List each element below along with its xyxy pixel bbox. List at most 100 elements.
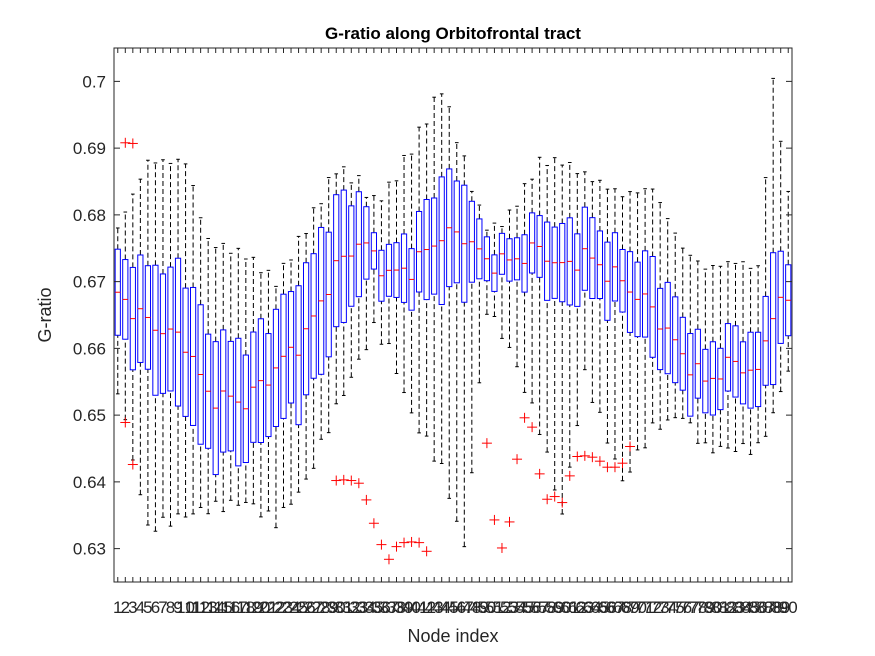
x-tick-label: 84 [734, 598, 753, 617]
box-node-51 [491, 222, 498, 317]
x-tick-label: 4 [136, 598, 145, 617]
box-node-61 [566, 162, 573, 468]
x-tick-label: 60 [553, 598, 572, 617]
y-tick-label: 0.66 [73, 339, 106, 358]
box-node-45 [446, 106, 453, 499]
x-tick-label: 24 [282, 598, 301, 617]
x-tick-label: 41 [410, 598, 429, 617]
box-node-27 [310, 207, 317, 469]
outliers-layer [120, 137, 636, 565]
boxes-layer [114, 77, 792, 548]
box-node-68 [619, 196, 626, 482]
x-tick-label: 54 [508, 598, 527, 617]
box-node-23 [280, 262, 287, 508]
x-tick-label: 32 [342, 598, 361, 617]
box-node-81 [717, 265, 724, 447]
box-node-50 [483, 229, 490, 315]
outlier-marker [617, 458, 628, 469]
x-tick-label: 42 [417, 598, 436, 617]
plot-area [114, 48, 792, 582]
x-tick-label: 56 [523, 598, 542, 617]
box-node-13 [205, 237, 212, 515]
box-node-11 [190, 185, 197, 515]
axes-frame [113, 47, 793, 583]
x-tick-label: 62 [568, 598, 587, 617]
x-tick-label: 68 [613, 598, 632, 617]
box-node-21 [265, 269, 272, 512]
x-tick-label: 78 [688, 598, 707, 617]
y-tick-label: 0.63 [73, 540, 106, 559]
box-node-43 [431, 96, 438, 462]
x-tick-label: 6 [151, 598, 160, 617]
x-tick-label: 28 [312, 598, 331, 617]
x-tick-label: 74 [658, 598, 677, 617]
x-tick-label: 85 [741, 598, 760, 617]
box-node-57 [536, 156, 543, 435]
box-node-64 [589, 181, 596, 403]
x-tick-label: 25 [289, 598, 308, 617]
box-node-62 [574, 173, 581, 427]
x-tick-label: 40 [402, 598, 421, 617]
box-node-48 [468, 190, 475, 474]
x-tick-label: 51 [485, 598, 504, 617]
box-node-2 [122, 211, 129, 421]
outlier-marker [625, 441, 636, 452]
x-tick-label: 8 [166, 598, 175, 617]
box-node-79 [702, 268, 709, 444]
x-tick-label: 33 [349, 598, 368, 617]
box-node-1 [114, 227, 121, 395]
outlier-marker [414, 537, 425, 548]
box-node-46 [453, 142, 460, 522]
box-node-38 [393, 180, 400, 374]
x-tick-label: 11 [184, 598, 202, 617]
box-node-84 [739, 261, 747, 445]
box-node-8 [167, 162, 174, 527]
outlier-marker [368, 518, 379, 529]
outlier-marker [338, 474, 349, 485]
x-tick-label: 13 [199, 598, 218, 617]
outlier-marker [376, 539, 387, 550]
x-axis-label: Node index [407, 626, 498, 646]
outlier-marker [353, 478, 364, 489]
outlier-marker [331, 475, 342, 486]
x-tick-label: 52 [493, 598, 512, 617]
x-tick-label: 26 [297, 598, 316, 617]
x-tick-label: 73 [651, 598, 670, 617]
outlier-marker [572, 451, 583, 462]
y-tick-label: 0.67 [73, 273, 106, 292]
box-node-72 [649, 188, 656, 424]
x-tick-label: 3 [128, 598, 137, 617]
box-node-85 [747, 267, 754, 455]
x-tick-label: 86 [749, 598, 768, 617]
box-node-65 [596, 179, 603, 413]
outlier-marker [391, 541, 402, 552]
box-node-17 [235, 247, 242, 506]
x-tick-label: 90 [779, 598, 798, 617]
outlier-marker [534, 468, 545, 479]
box-node-9 [174, 158, 182, 515]
box-node-66 [604, 188, 611, 444]
box-node-67 [611, 188, 619, 460]
outlier-marker [527, 422, 538, 433]
x-tick-label: 19 [244, 598, 263, 617]
outlier-marker [489, 514, 500, 525]
x-tick-label: 69 [621, 598, 640, 617]
box-node-31 [340, 166, 347, 396]
axes-layer [113, 47, 793, 583]
box-node-69 [626, 191, 634, 473]
box-node-7 [159, 159, 167, 518]
y-tick-label: 0.64 [73, 473, 106, 492]
x-tick-label: 16 [221, 598, 240, 617]
outlier-marker [594, 456, 605, 467]
x-tick-label: 79 [696, 598, 715, 617]
outlier-marker [542, 494, 553, 505]
x-tick-label: 61 [560, 598, 579, 617]
x-tick-label: 18 [236, 598, 255, 617]
box-node-75 [672, 232, 679, 419]
box-node-88 [770, 77, 777, 414]
box-node-54 [513, 205, 521, 368]
box-node-5 [144, 159, 152, 526]
box-node-3 [129, 193, 136, 461]
box-node-6 [152, 162, 159, 532]
x-tick-label: 37 [380, 598, 399, 617]
